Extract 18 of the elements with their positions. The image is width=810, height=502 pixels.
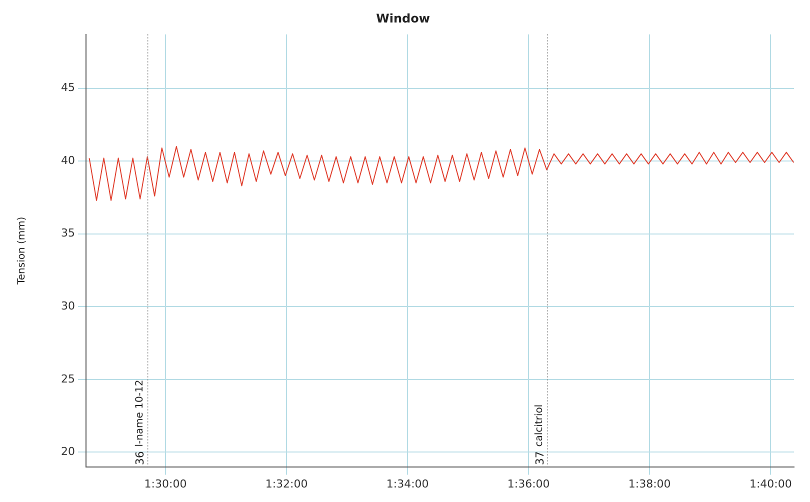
x-tick-label: 1:32:00 bbox=[265, 477, 308, 490]
y-tick-label: 45 bbox=[60, 81, 75, 94]
y-tick-label: 40 bbox=[60, 154, 75, 167]
annotation: 36 bbox=[134, 451, 147, 466]
y-tick-label: 35 bbox=[60, 226, 75, 240]
annotation: 37 bbox=[533, 451, 546, 466]
x-tick-label: 1:38:00 bbox=[628, 477, 671, 490]
x-tick-label: 1:34:00 bbox=[386, 477, 429, 490]
ref-line-label: calcitriol bbox=[534, 404, 546, 447]
x-tick-label: 1:40:00 bbox=[749, 477, 792, 490]
ref-line-label: l-name 10-12 bbox=[134, 380, 146, 447]
chart-title: Window bbox=[376, 11, 430, 26]
x-tick-label: 1:30:00 bbox=[144, 477, 187, 490]
y-tick-label: 20 bbox=[60, 445, 75, 458]
x-tick-label: 1:36:00 bbox=[507, 477, 550, 490]
y-tick-label: 30 bbox=[60, 300, 75, 313]
y-tick-label: 25 bbox=[60, 372, 75, 386]
y-axis-title: Tension (mm) bbox=[16, 216, 28, 286]
